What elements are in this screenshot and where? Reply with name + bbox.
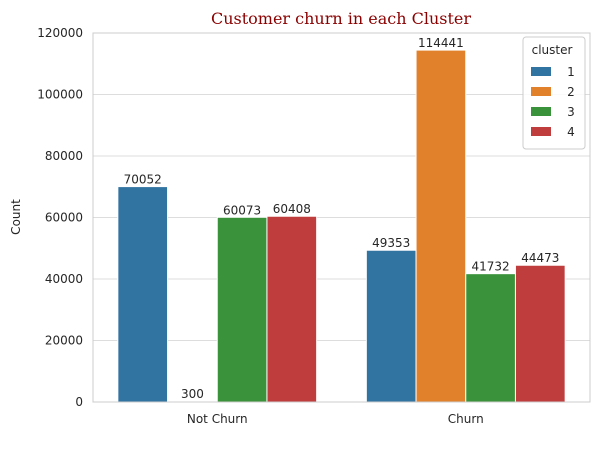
- data-label: 114441: [418, 36, 464, 50]
- legend-swatch: [531, 87, 551, 96]
- plot-frame: [92, 32, 591, 403]
- y-tick-label: 0: [75, 395, 83, 409]
- x-tick-label: Churn: [448, 412, 484, 426]
- bars: [117, 49, 566, 403]
- y-tick-label: 20000: [45, 334, 83, 348]
- legend-label: 1: [567, 65, 575, 79]
- legend-title: cluster: [532, 43, 573, 57]
- axes: [92, 32, 591, 403]
- legend-label: 4: [567, 125, 575, 139]
- legend-swatch: [531, 107, 551, 116]
- legend-label: 2: [567, 85, 575, 99]
- x-tick-label: Not Churn: [187, 412, 248, 426]
- legend-swatch: [531, 127, 551, 136]
- bar: [365, 249, 417, 403]
- y-tick-label: 120000: [37, 26, 83, 40]
- legend-swatch: [531, 67, 551, 76]
- bar: [266, 215, 318, 403]
- chart-title: Customer churn in each Cluster: [211, 9, 471, 28]
- data-label: 49353: [372, 236, 410, 250]
- data-label: 60073: [223, 203, 261, 217]
- bar: [415, 49, 467, 403]
- y-tick-labels: 0 20000 40000 60000 80000 100000 120000: [37, 26, 83, 409]
- legend-frame: [522, 36, 586, 150]
- y-tick-label: 40000: [45, 272, 83, 286]
- y-tick-label: 60000: [45, 211, 83, 225]
- data-labels: 70052 300 60073 60408 49353 114441 41732 44473: [124, 36, 560, 401]
- data-label: 70052: [124, 173, 162, 187]
- y-axis-label: Count: [9, 199, 23, 235]
- data-label: 300: [181, 387, 204, 401]
- x-tick-labels: Not Churn Churn: [187, 412, 484, 426]
- data-label: 41732: [472, 260, 510, 274]
- data-label: 60408: [273, 202, 311, 216]
- y-tick-label: 80000: [45, 149, 83, 163]
- bar: [465, 273, 516, 403]
- data-label: 44473: [521, 251, 559, 265]
- legend: cluster 1 2 3 4: [522, 36, 586, 150]
- bar: [216, 216, 268, 403]
- legend-label: 3: [567, 105, 575, 119]
- bar: [117, 186, 169, 403]
- bar: [514, 264, 566, 403]
- y-tick-label: 100000: [37, 88, 83, 102]
